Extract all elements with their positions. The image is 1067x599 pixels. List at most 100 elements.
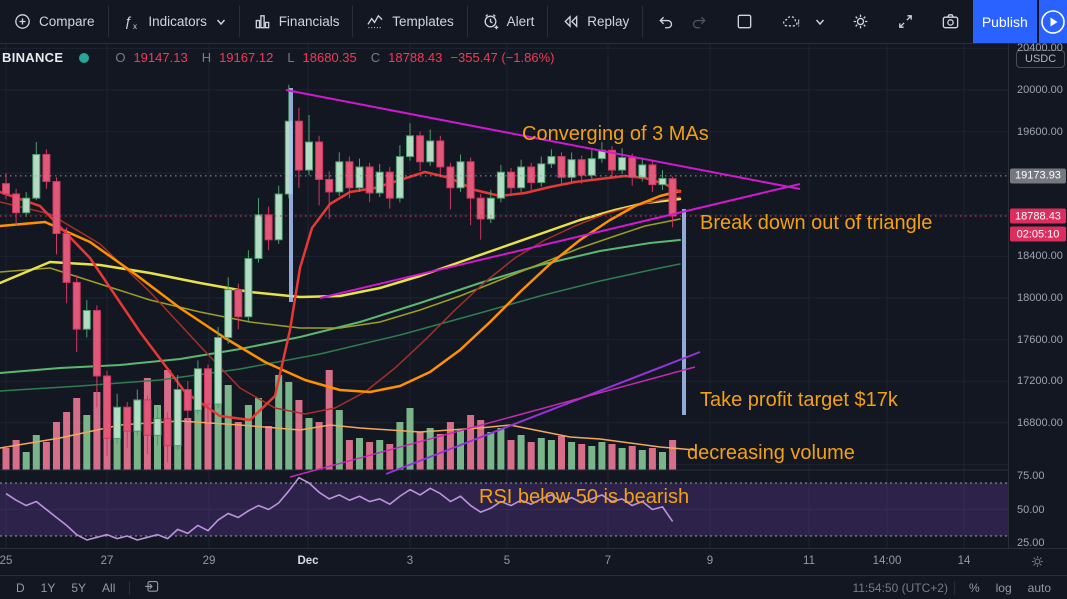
bar-chart-icon	[253, 12, 272, 31]
low-label: L	[287, 50, 295, 65]
time-axis[interactable]: 25 27 29 Dec 3 5 7 9 11 14:00 14	[0, 548, 1067, 575]
replay-label: Replay	[587, 14, 630, 29]
toolbar-divider	[107, 6, 109, 37]
chevron-down-icon	[815, 18, 825, 26]
candlesticks	[2, 84, 677, 463]
goto-date-icon[interactable]	[136, 578, 168, 597]
change-value: −355.47 (−1.86%)	[450, 50, 555, 65]
fullscreen-button[interactable]	[883, 0, 928, 43]
price-axis-label: 18000.00	[1017, 292, 1063, 304]
screenshot-button[interactable]	[928, 0, 973, 43]
open-label: O	[115, 50, 126, 65]
settings-button[interactable]	[838, 0, 883, 43]
time-axis-label: 5	[503, 555, 511, 567]
rsi-line	[5, 476, 674, 541]
range-button-1Y[interactable]: 1Y	[40, 580, 56, 595]
alarm-clock-icon	[481, 12, 500, 31]
redo-icon	[690, 12, 709, 31]
redo-button[interactable]	[688, 0, 722, 43]
bottom-toolbar: D 1Y 5Y All 11:54:50 (UTC+2) % log auto	[0, 575, 1067, 599]
toolbar-divider	[642, 6, 644, 37]
time-axis-label: 7	[604, 555, 612, 567]
currency-toggle[interactable]: USDC	[1016, 50, 1066, 68]
compare-label: Compare	[39, 14, 95, 29]
close-label: C	[370, 50, 381, 65]
compare-button[interactable]: Compare	[0, 0, 108, 43]
time-axis-label: 14	[957, 555, 971, 567]
annotation-text[interactable]: Break down out of triangle	[700, 212, 932, 234]
ma-darkgreen	[0, 263, 681, 392]
annotation-text[interactable]: decreasing volume	[687, 442, 855, 464]
scale-mode-auto[interactable]: auto	[1027, 580, 1051, 595]
price-axis[interactable]: USDC 20400.00 20000.00 19600.00 18400.00 180…	[1008, 42, 1067, 549]
cloud-save-button[interactable]: !	[767, 0, 838, 43]
exchange-name: BINANCE	[2, 50, 64, 65]
range-button-D[interactable]: D	[16, 580, 25, 595]
rewind-icon	[561, 12, 580, 31]
templates-button[interactable]: Templates	[353, 0, 467, 43]
price-axis-label: 16800.00	[1017, 416, 1063, 429]
publish-menu-button[interactable]	[1036, 0, 1067, 43]
rsi-band	[0, 483, 1008, 536]
financials-button[interactable]: Financials	[240, 0, 353, 43]
gear-icon	[851, 12, 870, 31]
ma-orange	[0, 189, 682, 394]
scale-mode-log[interactable]: log	[995, 580, 1012, 595]
bottom-divider	[129, 580, 131, 595]
camera-icon	[941, 12, 960, 31]
bar-countdown-badge: 02:05:10	[1010, 226, 1066, 242]
annotation-text[interactable]: RSI below 50 is bearish	[479, 486, 689, 508]
ma-darkred	[0, 196, 681, 415]
volume-trendline-2	[289, 366, 696, 478]
market-status-dot	[79, 52, 90, 63]
time-axis-label: 29	[202, 555, 216, 567]
svg-text:ƒ: ƒ	[124, 13, 132, 29]
price-chart-canvas[interactable]: Converging of 3 MAs Break down out of tri…	[0, 44, 1008, 548]
play-circle-icon	[1039, 8, 1067, 36]
price-axis-label: 18400.00	[1017, 250, 1063, 263]
price-axis-label: 17600.00	[1017, 333, 1063, 346]
fullscreen-icon	[896, 12, 915, 31]
toolbar-divider	[238, 6, 240, 37]
range-buttons: D 1Y 5Y All	[8, 581, 123, 595]
annotation-text[interactable]: Take profit target $17k	[700, 389, 899, 411]
range-button-All[interactable]: All	[102, 580, 116, 595]
circle-plus-icon	[13, 12, 32, 31]
alert-button[interactable]: Alert	[468, 0, 548, 43]
undo-button[interactable]	[643, 0, 688, 43]
price-axis-label: 20000.00	[1017, 84, 1063, 96]
high-label: H	[201, 50, 212, 65]
volume-trendline	[385, 351, 701, 475]
ma-olive	[0, 218, 681, 329]
rsi-axis-label: 50.00	[1017, 503, 1045, 516]
price-axis-label: 20400.00	[1017, 42, 1063, 55]
scale-mode-percent[interactable]: %	[968, 580, 980, 595]
open-value: 19147.13	[133, 50, 188, 65]
time-axis-label: 9	[706, 555, 714, 567]
annotation-text[interactable]: Converging of 3 MAs	[522, 123, 709, 145]
toolbar-divider	[547, 6, 549, 37]
replay-button[interactable]: Replay	[548, 0, 642, 43]
toolbar-divider	[466, 6, 468, 37]
price-axis-label: 17200.00	[1017, 375, 1063, 388]
alert-label: Alert	[506, 14, 535, 29]
time-axis-label: 3	[406, 555, 414, 567]
time-axis-label: 14:00	[872, 555, 902, 567]
svg-text:!: !	[797, 18, 800, 29]
chart-background	[0, 44, 1008, 548]
last-close-badge: 19173.93	[1010, 168, 1066, 184]
user-drawings[interactable]	[285, 88, 801, 478]
time-axis-label: 27	[100, 555, 114, 567]
clock-timezone[interactable]: 11:54:50 (UTC+2)	[852, 580, 948, 595]
publish-button[interactable]: Publish	[973, 0, 1037, 43]
toolbar-divider	[352, 6, 354, 37]
publish-label: Publish	[981, 13, 1028, 30]
range-button-5Y[interactable]: 5Y	[71, 580, 87, 595]
axis-settings-gear-icon[interactable]	[1030, 554, 1045, 574]
layout-button[interactable]	[722, 0, 767, 43]
bottom-divider	[953, 580, 955, 595]
